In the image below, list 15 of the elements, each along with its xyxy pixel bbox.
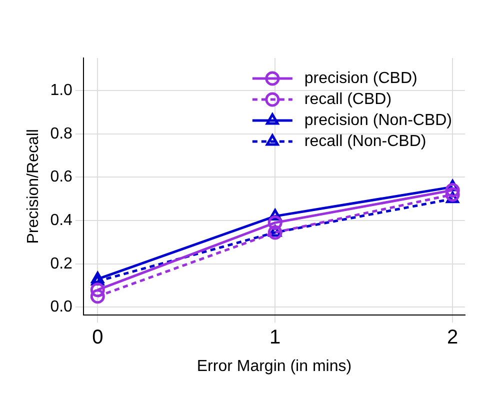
legend-label: precision (Non-CBD) bbox=[304, 112, 452, 129]
y-tick-label: 0.0 bbox=[50, 298, 73, 316]
legend-label: precision (CBD) bbox=[304, 70, 418, 87]
y-tick-label: 0.2 bbox=[50, 255, 73, 272]
x-axis-title: Error Margin (in mins) bbox=[196, 358, 352, 375]
y-tick-label: 0.6 bbox=[50, 168, 73, 186]
y-tick-label: 0.8 bbox=[50, 125, 73, 142]
y-tick-label: 0.4 bbox=[50, 212, 73, 229]
x-tick-label: 2 bbox=[447, 326, 458, 348]
x-tick-label: 1 bbox=[270, 326, 281, 348]
legend-label: recall (Non-CBD) bbox=[304, 132, 426, 150]
x-tick-label: 0 bbox=[92, 326, 104, 348]
y-axis-title: Precision/Recall bbox=[25, 129, 42, 244]
y-tick-label: 1.0 bbox=[50, 82, 73, 99]
legend-label: recall (CBD) bbox=[304, 90, 392, 108]
